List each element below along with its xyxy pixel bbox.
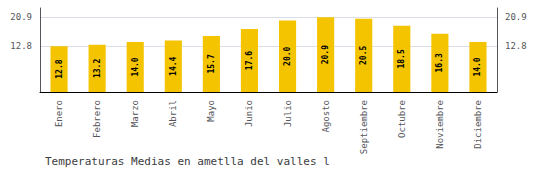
svg-text:16.3: 16.3	[435, 53, 444, 72]
svg-text:Julio: Julio	[283, 100, 293, 127]
svg-text:Agosto: Agosto	[321, 100, 331, 133]
svg-text:Octubre: Octubre	[397, 100, 407, 138]
svg-text:20.9: 20.9	[505, 12, 527, 22]
svg-text:20.9: 20.9	[10, 12, 32, 22]
svg-text:Junio: Junio	[244, 100, 254, 127]
svg-text:12.8: 12.8	[505, 41, 527, 51]
svg-text:Diciembre: Diciembre	[473, 100, 483, 149]
svg-text:Mayo: Mayo	[206, 100, 216, 122]
svg-text:14.0: 14.0	[473, 57, 482, 76]
svg-text:Septiembre: Septiembre	[359, 100, 369, 154]
svg-text:Noviembre: Noviembre	[435, 100, 445, 149]
svg-text:20.5: 20.5	[359, 46, 368, 65]
svg-text:Enero: Enero	[54, 100, 64, 127]
svg-text:15.7: 15.7	[207, 54, 216, 73]
svg-text:13.2: 13.2	[93, 59, 102, 78]
svg-text:Temperaturas Medias en ametlla: Temperaturas Medias en ametlla del valle…	[45, 155, 330, 168]
svg-text:14.4: 14.4	[169, 56, 178, 75]
svg-text:12.8: 12.8	[10, 41, 32, 51]
svg-text:14.0: 14.0	[131, 57, 140, 76]
svg-text:Febrero: Febrero	[92, 100, 102, 138]
svg-text:20.0: 20.0	[283, 46, 292, 65]
svg-text:12.8: 12.8	[55, 59, 64, 78]
svg-text:Abril: Abril	[168, 100, 178, 127]
svg-text:20.9: 20.9	[321, 45, 330, 64]
svg-text:18.5: 18.5	[397, 49, 406, 68]
svg-text:17.6: 17.6	[245, 51, 254, 70]
svg-text:Marzo: Marzo	[130, 100, 140, 127]
